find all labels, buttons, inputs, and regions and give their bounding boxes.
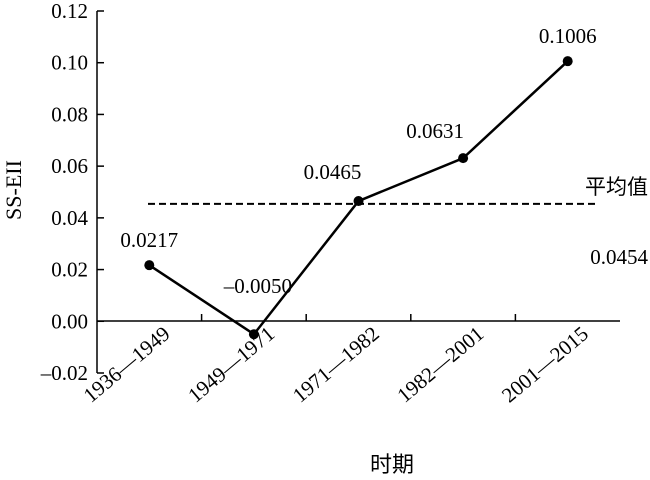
y-ticks: –0.02 0.00 0.02 0.04 0.06 0.08 0.10 0.12 bbox=[40, 0, 104, 385]
data-label: 0.0465 bbox=[304, 160, 362, 184]
mean-value-label: 0.0454 bbox=[590, 245, 648, 269]
data-point bbox=[353, 196, 364, 207]
y-tick-label: 0.10 bbox=[51, 51, 88, 75]
y-tick-label: 0.02 bbox=[51, 258, 88, 282]
data-point bbox=[562, 56, 573, 67]
x-tick-label: 1971—1982 bbox=[288, 321, 384, 407]
y-tick-label: 0.04 bbox=[51, 206, 88, 230]
data-label: 0.1006 bbox=[539, 24, 597, 48]
mean-label: 平均值 bbox=[585, 175, 648, 199]
data-label: 0.0217 bbox=[120, 228, 178, 252]
data-point bbox=[144, 260, 155, 271]
x-tick-label: 1936—1949 bbox=[79, 321, 175, 407]
data-point bbox=[248, 329, 259, 340]
series-group: 0.0217 –0.0050 0.0465 0.0631 0.1006 bbox=[120, 24, 597, 340]
mean-reference-line: 平均值 0.0454 bbox=[148, 175, 649, 269]
y-tick-label: 0.12 bbox=[51, 0, 88, 23]
x-axis-title: 时期 bbox=[370, 452, 414, 477]
axes bbox=[96, 11, 620, 373]
y-tick-label: 0.06 bbox=[51, 154, 88, 178]
x-ticks: 1936—1949 1949—1971 1971—1982 1982—2001 2001… bbox=[79, 314, 593, 407]
x-tick-label: 1949—1971 bbox=[183, 321, 279, 407]
y-axis-title: SS-EII bbox=[1, 160, 26, 220]
y-tick-label: 0.08 bbox=[51, 102, 88, 126]
x-tick-label: 1982—2001 bbox=[392, 321, 488, 407]
data-label: –0.0050 bbox=[223, 274, 292, 298]
data-label: 0.0631 bbox=[406, 119, 464, 143]
y-tick-label: 0.00 bbox=[51, 309, 88, 333]
y-tick-label: –0.02 bbox=[40, 361, 88, 385]
x-tick-label: 2001—2015 bbox=[497, 321, 593, 407]
data-point bbox=[458, 153, 469, 164]
